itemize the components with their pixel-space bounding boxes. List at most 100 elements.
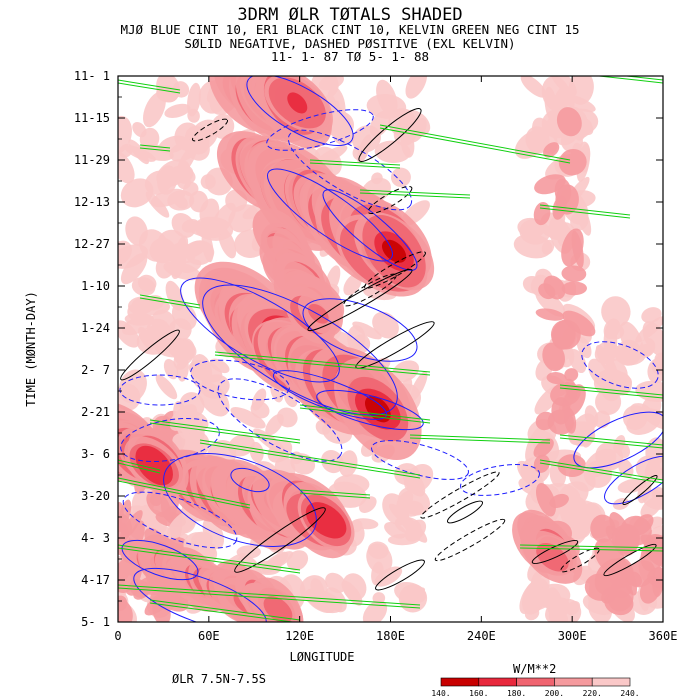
olr-shade-cell xyxy=(601,296,631,328)
olr-shade-cell xyxy=(352,125,381,153)
title-line-3: SØLID NEGATIVE, DASHED PØSITIVE (EXL KEL… xyxy=(184,36,515,51)
kelvin-contour xyxy=(299,407,431,424)
y-tick-label: 12-13 xyxy=(74,195,110,209)
olr-shade-cell xyxy=(617,478,647,494)
mjo-contour xyxy=(122,491,238,549)
olr-shade-cell xyxy=(546,372,567,385)
er1-contour xyxy=(367,185,413,215)
x-tick-label: 120E xyxy=(285,629,314,643)
olr-shade-cell xyxy=(594,341,617,365)
olr-shade-cell xyxy=(131,277,156,296)
y-tick-label: 5- 1 xyxy=(81,615,110,629)
mjo-contour xyxy=(163,453,317,547)
olr-shade-cell xyxy=(352,321,382,340)
mjo-contour xyxy=(573,411,663,469)
er1-contour xyxy=(120,329,180,381)
olr-shade-cell xyxy=(404,464,434,494)
olr-shade-cell xyxy=(164,103,191,118)
mjo-contour xyxy=(581,341,659,389)
mjo-contour xyxy=(604,455,663,505)
y-tick-label: 2- 7 xyxy=(81,363,110,377)
olr-shade-cell xyxy=(287,92,308,114)
kelvin-contour xyxy=(149,602,297,622)
er1-contour xyxy=(355,321,435,369)
olr-shade-cell xyxy=(367,541,389,559)
kelvin-contour xyxy=(309,159,401,166)
y-tick-label: 12-27 xyxy=(74,237,110,251)
olr-shade-cell xyxy=(372,592,386,605)
mjo-contour xyxy=(190,359,290,401)
olr-shade-cell xyxy=(641,307,662,324)
kelvin-contour xyxy=(409,437,551,444)
olr-shade-cell xyxy=(276,407,298,428)
olr-shade-cell xyxy=(318,76,345,91)
olr-shade-cell xyxy=(561,265,587,282)
olr-shade-cell xyxy=(561,281,588,296)
olr-shade-cell xyxy=(171,213,196,238)
kelvin-contour xyxy=(309,162,401,169)
mjo-contour xyxy=(133,567,267,622)
olr-shade-cell xyxy=(250,401,270,419)
y-tick-label: 4- 3 xyxy=(81,531,110,545)
legend-bin-label: 180. xyxy=(507,689,526,698)
olr-shade-cell xyxy=(168,246,187,269)
kelvin-contour xyxy=(139,297,201,309)
olr-shade-cell xyxy=(171,165,196,185)
olr-shade-cell xyxy=(155,374,178,400)
mjo-contour xyxy=(246,76,354,147)
olr-shade-cell xyxy=(172,81,190,98)
legend-swatch xyxy=(516,677,555,687)
er1-contour xyxy=(420,471,500,519)
kelvin-contour xyxy=(621,76,663,81)
olr-shade-cell xyxy=(398,486,431,516)
kelvin-contour xyxy=(359,189,471,196)
kelvin-contour xyxy=(359,192,471,199)
kelvin-contour xyxy=(118,82,181,94)
er1-contour xyxy=(364,251,426,289)
kelvin-contour xyxy=(559,387,663,399)
er1-contour xyxy=(375,559,425,591)
olr-shade-cell xyxy=(310,578,325,601)
olr-shade-cell xyxy=(402,109,431,136)
kelvin-contour xyxy=(118,79,181,91)
kelvin-contour xyxy=(149,599,301,621)
olr-shade-cell xyxy=(374,566,403,587)
y-tick-label: 3- 6 xyxy=(81,447,110,461)
olr-shade-cell xyxy=(188,360,223,383)
mjo-contour xyxy=(287,129,413,211)
kelvin-contour xyxy=(519,547,663,552)
y-tick-label: 3-20 xyxy=(81,489,110,503)
olr-shade-cell xyxy=(381,239,407,263)
er1-contour xyxy=(560,547,600,573)
olr-shade-cell xyxy=(626,560,656,588)
mjo-contour xyxy=(120,417,220,463)
x-tick-label: 180E xyxy=(376,629,405,643)
olr-shade-cell xyxy=(372,311,399,339)
olr-shade-cell xyxy=(187,82,201,117)
olr-shade-cell xyxy=(364,395,391,423)
er1-contour xyxy=(434,518,506,562)
kelvin-contour xyxy=(139,147,171,152)
mjo-contour xyxy=(302,298,418,362)
olr-shade-cell xyxy=(230,407,266,429)
olr-shade-cell xyxy=(391,360,420,383)
kelvin-contour xyxy=(299,404,431,421)
olr-shade-cell xyxy=(533,201,551,226)
kelvin-contour xyxy=(118,459,161,471)
olr-shade-cell xyxy=(536,542,569,572)
olr-shade-cell xyxy=(169,404,197,431)
olr-shade-cell xyxy=(640,497,662,519)
olr-shade-cell xyxy=(543,275,566,300)
kelvin-contour xyxy=(139,294,201,306)
olr-shade-cell xyxy=(570,211,589,231)
kelvin-contour xyxy=(118,477,251,506)
olr-shade-cell xyxy=(620,515,652,546)
olr-shade-cell xyxy=(125,216,148,246)
olr-shade-cell xyxy=(584,405,599,428)
mjo-contour xyxy=(230,467,270,493)
mjo-contour xyxy=(119,374,201,406)
legend-swatch xyxy=(440,677,480,687)
x-tick-label: 300E xyxy=(558,629,587,643)
olr-shade-cell xyxy=(558,148,587,176)
kelvin-contour xyxy=(199,442,421,479)
